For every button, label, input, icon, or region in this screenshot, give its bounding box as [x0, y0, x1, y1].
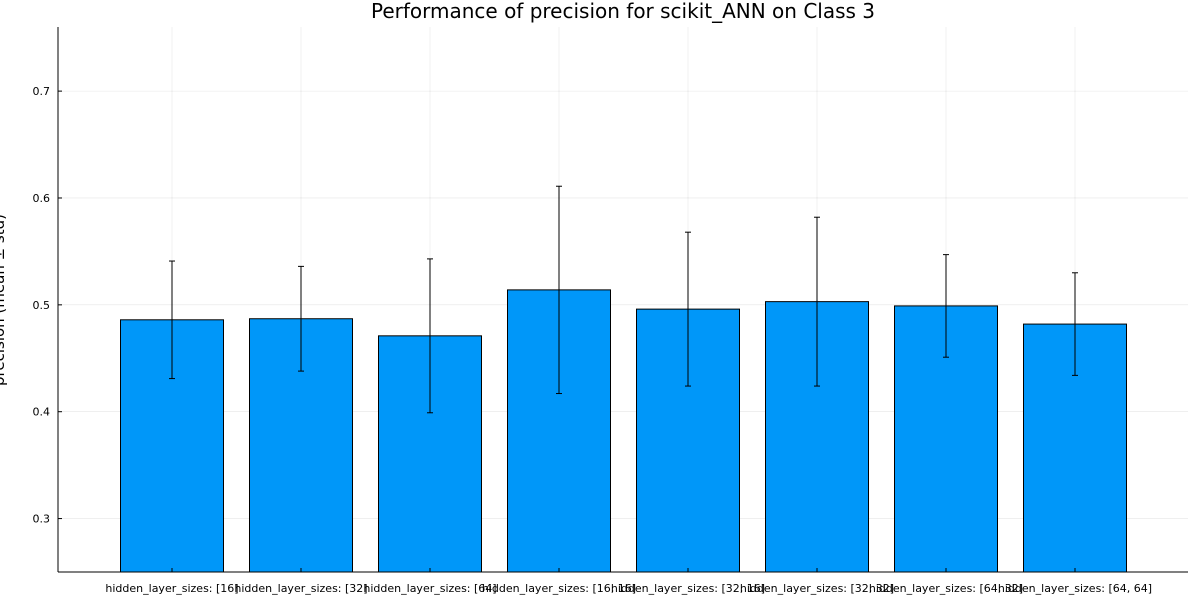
x-tick-label: hidden_layer_sizes: [16, 16]	[482, 582, 636, 595]
bars	[120, 289, 1127, 573]
x-tick-label: hidden_layer_sizes: [64, 32]	[869, 582, 1023, 595]
y-tick-label: 0.5	[33, 299, 51, 312]
x-tick-label: hidden_layer_sizes: [32, 32]	[740, 582, 894, 595]
x-tick-label: hidden_layer_sizes: [64]	[363, 582, 496, 595]
y-ticks: 0.3 0.4 0.5 0.6 0.7	[33, 85, 62, 526]
axes	[57, 27, 1188, 573]
x-tick-label: hidden_layer_sizes: [64, 64]	[998, 582, 1152, 595]
y-axis-label: precision (mean ± std)	[0, 214, 8, 386]
x-tick-label: hidden_layer_sizes: [32]	[234, 582, 367, 595]
chart-title: Performance of precision for scikit_ANN …	[371, 0, 875, 23]
x-ticks: hidden_layer_sizes: [16]hidden_layer_siz…	[105, 568, 1152, 595]
x-tick-label: hidden_layer_sizes: [16]	[105, 582, 238, 595]
y-tick-label: 0.4	[33, 406, 51, 419]
y-tick-label: 0.7	[33, 85, 51, 98]
error-bars	[169, 185, 1078, 414]
grid	[58, 27, 1188, 572]
y-tick-label: 0.3	[33, 513, 51, 526]
x-tick-label: hidden_layer_sizes: [32, 16]	[611, 582, 765, 595]
y-tick-label: 0.6	[33, 192, 51, 205]
